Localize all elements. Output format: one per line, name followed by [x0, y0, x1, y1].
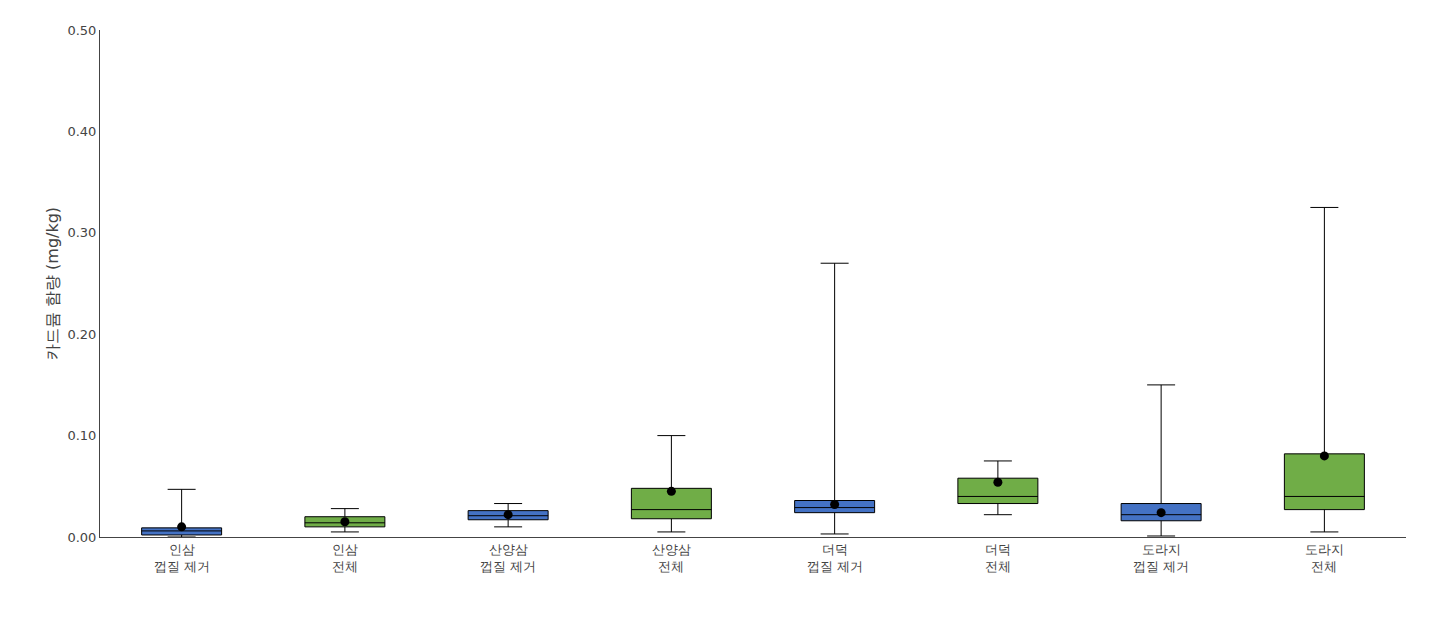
svg-text:0.50: 0.50: [67, 23, 96, 38]
svg-text:도라지전체: 도라지전체: [1305, 542, 1344, 574]
svg-text:0.30: 0.30: [67, 225, 96, 240]
svg-text:산양삼껍질 제거: 산양삼껍질 제거: [480, 542, 536, 574]
svg-text:카드뮴 함량 (mg/kg): 카드뮴 함량 (mg/kg): [43, 207, 62, 360]
svg-text:0.10: 0.10: [67, 428, 96, 443]
svg-text:도라지껍질 제거: 도라지껍질 제거: [1133, 542, 1189, 574]
svg-text:인삼전체: 인삼전체: [332, 542, 358, 574]
svg-text:0.00: 0.00: [67, 530, 96, 545]
svg-text:산양삼전체: 산양삼전체: [652, 542, 691, 574]
svg-text:인삼껍질 제거: 인삼껍질 제거: [154, 542, 210, 574]
svg-text:0.20: 0.20: [67, 327, 96, 342]
svg-text:더덕껍질 제거: 더덕껍질 제거: [807, 542, 863, 574]
svg-text:0.40: 0.40: [67, 124, 96, 139]
svg-text:더덕전체: 더덕전체: [985, 542, 1011, 574]
